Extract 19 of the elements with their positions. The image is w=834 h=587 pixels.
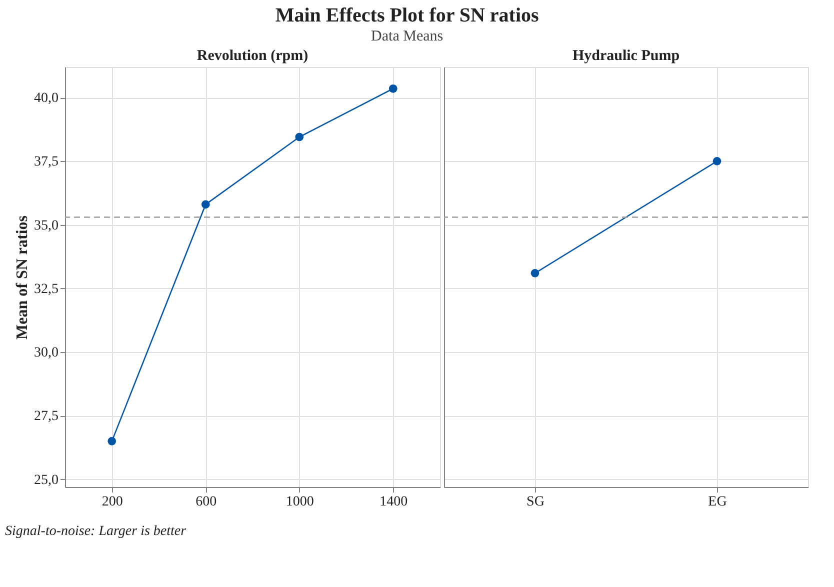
x-tick-label: 1400 bbox=[380, 494, 408, 510]
y-axis-title: Mean of SN ratios bbox=[14, 216, 31, 340]
chart-title: Hydraulic Pump bbox=[572, 48, 680, 64]
y-tick-label: 35,0 bbox=[34, 218, 58, 234]
y-tick-label: 32,5 bbox=[34, 282, 58, 297]
x-tick-label: EG bbox=[708, 494, 727, 510]
text: Main Effects Plot for SN ratios bbox=[275, 4, 540, 26]
x-tick-label: 200 bbox=[102, 494, 123, 510]
text: Signal-to-noise: Larger is better bbox=[5, 524, 187, 539]
y-tick-label: 30,0 bbox=[34, 346, 58, 361]
y-tick-label: 37,5 bbox=[34, 154, 58, 170]
chart-title: Revolution (rpm) bbox=[196, 48, 308, 64]
y-tick-label: 27,5 bbox=[34, 409, 58, 424]
y-tick-label: 40,0 bbox=[34, 91, 58, 106]
text: Data Means bbox=[371, 28, 444, 44]
x-tick-label: 1000 bbox=[286, 494, 314, 510]
x-tick-label: SG bbox=[526, 494, 544, 510]
y-tick-label: 25,0 bbox=[34, 472, 58, 488]
x-tick-label: 600 bbox=[196, 494, 217, 510]
